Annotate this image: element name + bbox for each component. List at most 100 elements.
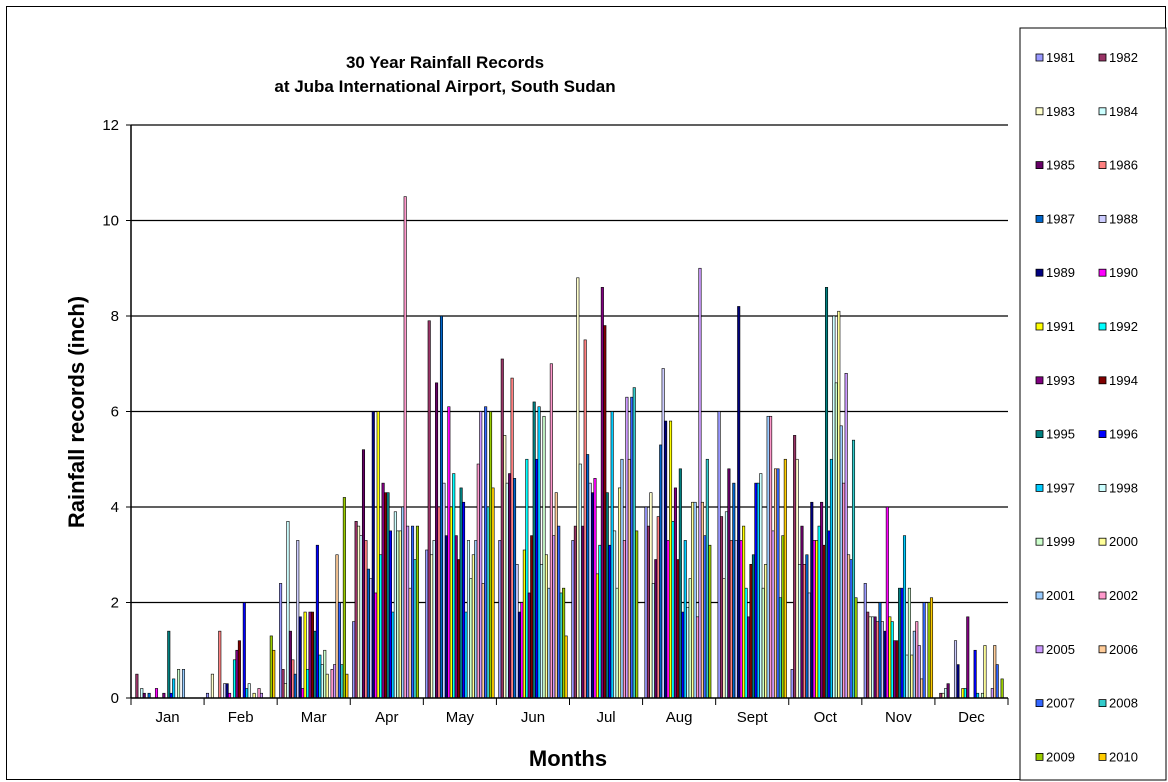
bar (993, 645, 997, 699)
bar (839, 425, 843, 699)
bar (610, 411, 614, 699)
bar (754, 482, 758, 699)
legend-swatch (1098, 161, 1107, 170)
bar (366, 568, 370, 699)
bar (834, 382, 838, 699)
bar (562, 587, 566, 699)
bar (822, 544, 826, 699)
x-tick-label: Jul (596, 709, 615, 726)
bar (218, 630, 222, 699)
bar (600, 287, 604, 699)
bar (279, 583, 283, 699)
bar (505, 482, 509, 699)
bar (961, 688, 965, 699)
bar (944, 688, 948, 699)
bar (605, 492, 609, 699)
bar (963, 688, 967, 699)
legend-swatch (1035, 214, 1044, 223)
bar (759, 473, 763, 699)
bar (807, 592, 811, 699)
bar (530, 535, 534, 699)
bar (635, 530, 639, 699)
x-axis-title: Months (529, 746, 607, 771)
bar (559, 592, 563, 699)
legend-swatch (1098, 268, 1107, 277)
bar (608, 544, 612, 699)
bar (547, 587, 551, 699)
bar (371, 411, 375, 699)
bar (210, 673, 214, 699)
bar (990, 688, 994, 699)
bar (878, 602, 882, 699)
bar (863, 583, 867, 699)
bar (898, 587, 902, 699)
bar (542, 415, 546, 699)
bar (693, 501, 697, 699)
bar (773, 468, 778, 699)
bar (795, 458, 799, 699)
legend-swatch (1035, 53, 1044, 62)
bar (868, 616, 872, 699)
bar (474, 540, 478, 699)
bar (462, 501, 466, 699)
x-tick-label: Apr (375, 709, 398, 726)
bar (973, 649, 977, 699)
bar (844, 372, 848, 699)
bar (571, 540, 575, 699)
bar (729, 540, 733, 699)
bar (345, 673, 349, 699)
bar (664, 420, 668, 699)
legend-label: 1999 (1046, 534, 1075, 549)
bar (883, 630, 887, 699)
legend-swatch (1098, 376, 1107, 385)
legend-swatch (1035, 753, 1044, 761)
bar (766, 415, 770, 699)
bar (915, 621, 919, 699)
bar (503, 435, 507, 699)
legend-swatch (1035, 161, 1044, 170)
y-tick-labels: 0 2 4 6 8 10 12 (102, 117, 131, 707)
legend-label: 1997 (1046, 480, 1075, 495)
bar (291, 659, 295, 699)
x-tick-label: Nov (885, 709, 912, 726)
bar (895, 640, 899, 699)
bar (223, 683, 227, 699)
bar (708, 544, 712, 699)
bar (508, 473, 512, 699)
legend-swatch (1035, 322, 1044, 331)
legend-label: 2008 (1109, 696, 1138, 711)
bar (172, 678, 176, 699)
bar (724, 511, 728, 699)
bar (751, 554, 755, 699)
bar (454, 535, 458, 699)
bar (842, 482, 846, 699)
bar (272, 649, 276, 699)
bar (354, 521, 358, 699)
legend-swatch (1098, 107, 1107, 116)
bar (907, 587, 911, 699)
legend-label: 1981 (1046, 50, 1075, 65)
y-axis-title: Rainfall records (inch) (64, 296, 89, 528)
bar (917, 645, 921, 699)
legend-swatch (1098, 645, 1107, 654)
bar (491, 487, 495, 699)
bar (540, 563, 544, 699)
legend-swatch (1098, 483, 1107, 492)
bar (235, 649, 239, 699)
bar (325, 673, 329, 699)
bar (320, 664, 324, 699)
legend-swatch (1098, 753, 1107, 761)
bar (476, 463, 480, 699)
bar (776, 468, 780, 699)
bar (695, 616, 700, 699)
bar (232, 659, 237, 699)
legend-label: 1988 (1109, 211, 1138, 226)
bar (517, 611, 521, 699)
bar (649, 492, 653, 699)
bar (588, 482, 592, 699)
bar (820, 501, 824, 699)
bar (817, 525, 821, 699)
bar (871, 616, 875, 699)
bar (847, 554, 851, 699)
bar (554, 492, 558, 699)
